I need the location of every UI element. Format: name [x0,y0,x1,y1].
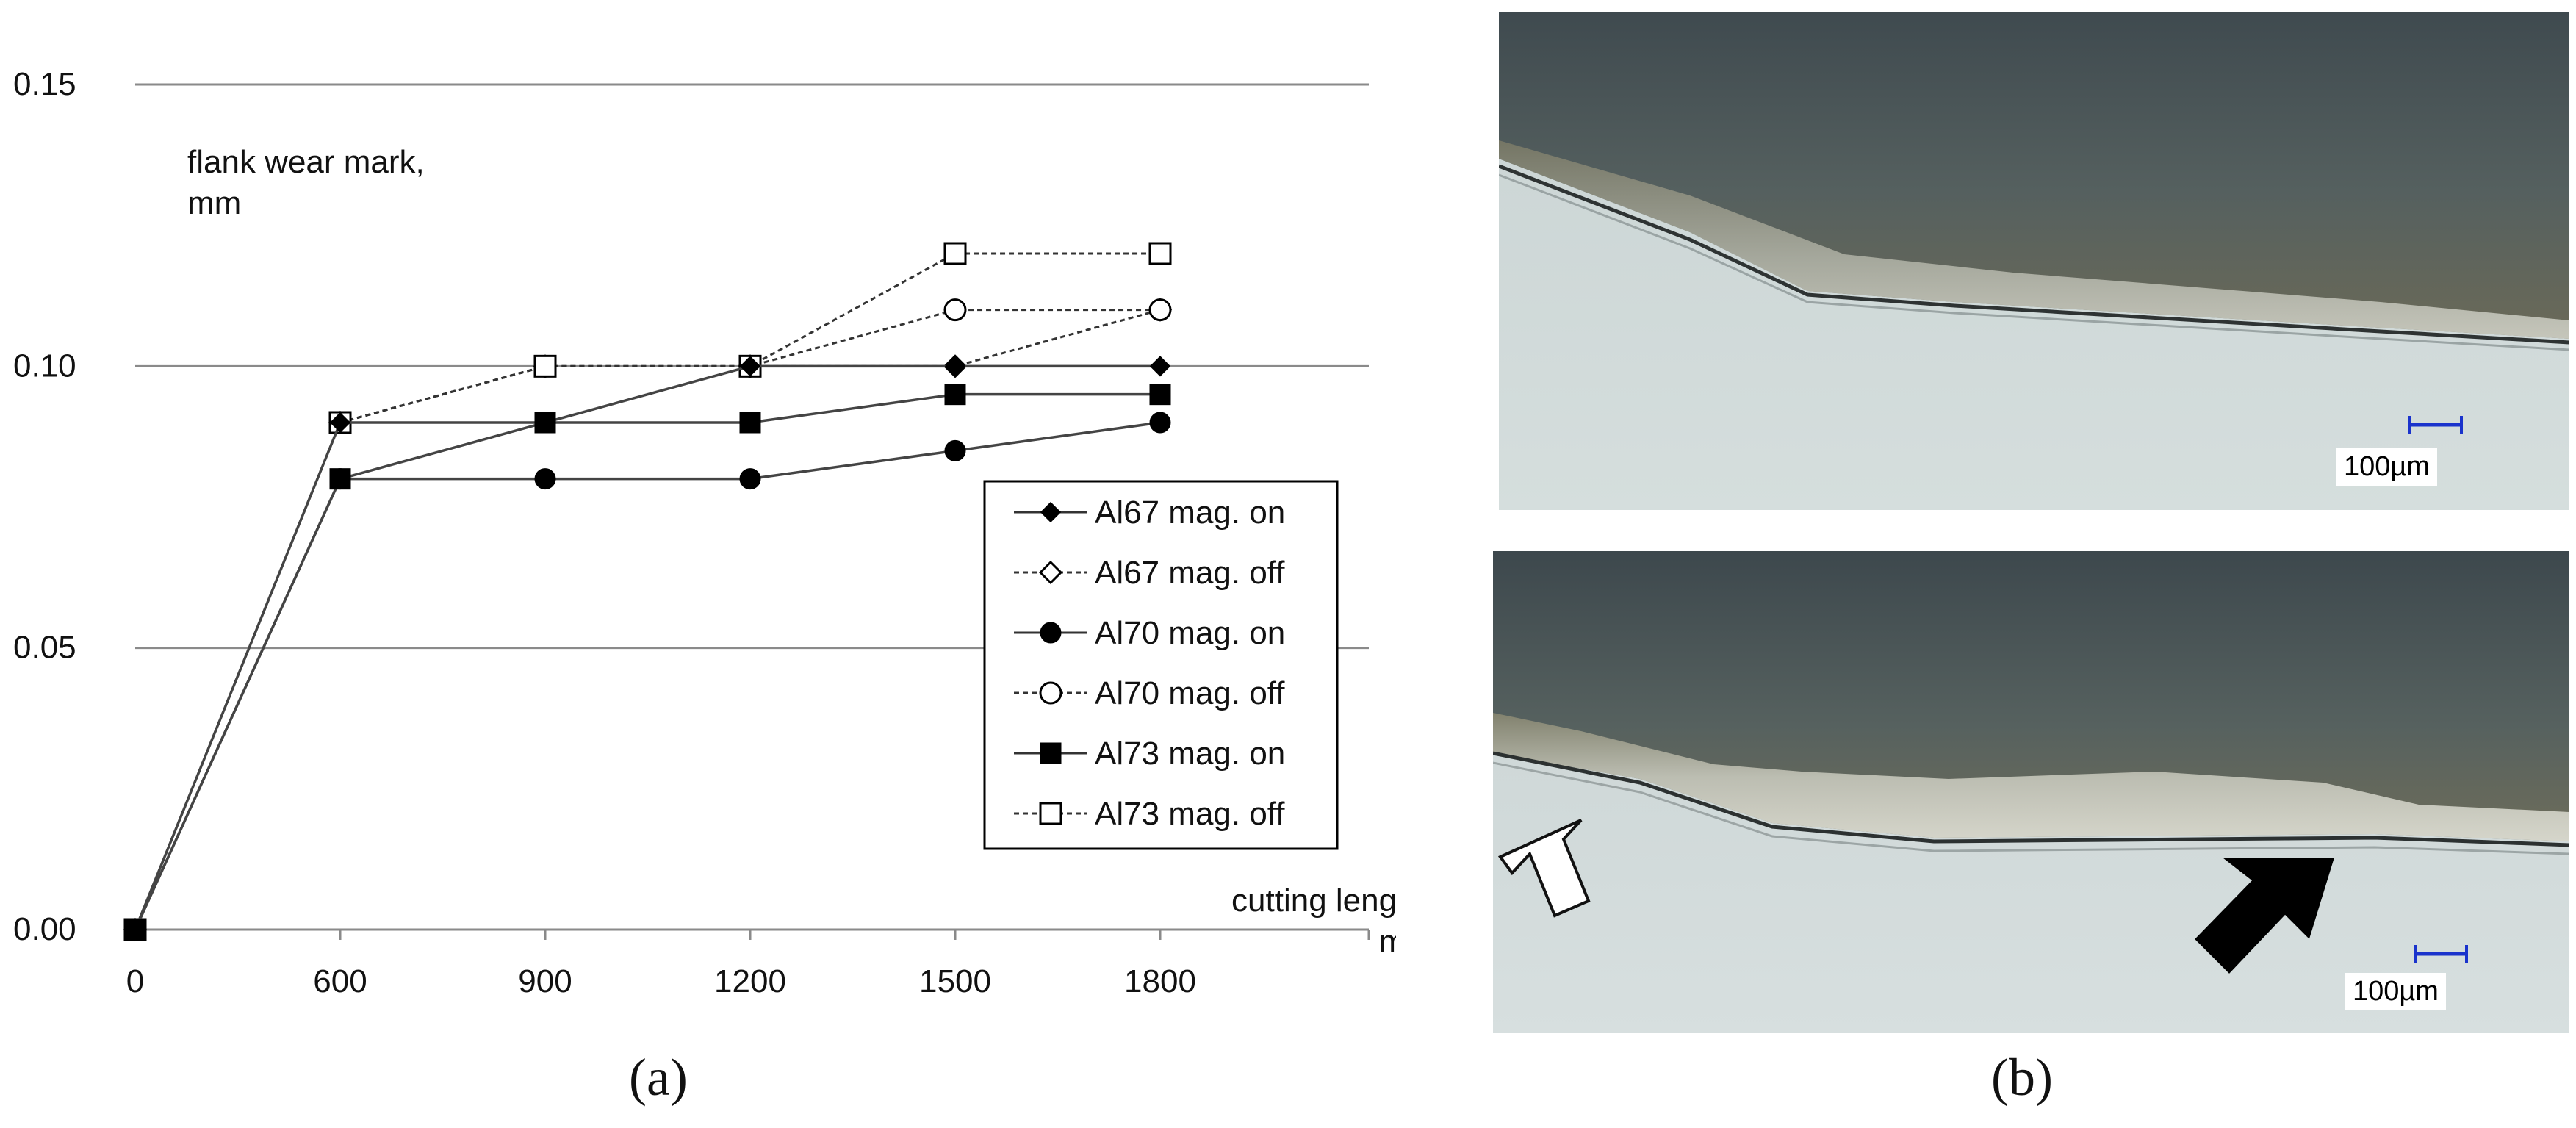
panel-label-b: (b) [1991,1048,2053,1107]
legend-entry: Al70 mag. on [1014,615,1285,651]
data-marker [1040,622,1062,644]
chart-legend: Al67 mag. on Al67 mag. off Al70 mag. on Al7… [983,480,1339,850]
white-arrow-icon [1497,819,1591,918]
data-marker [944,356,966,377]
scale-bar-label-top: 100µm [2336,448,2437,486]
data-marker [944,439,966,461]
data-marker [739,356,761,377]
series-line [134,309,1160,930]
legend-label: Al73 mag. off [1095,796,1285,832]
data-marker [1149,384,1171,406]
data-marker [943,298,967,322]
series-line [134,392,1160,930]
legend-label: Al70 mag. on [1095,615,1285,651]
legend-box [983,480,1339,850]
x-tick-label: 600 [313,963,367,999]
flank-wear-chart: 0.00 0.05 0.10 0.15 0 600 900 1200 1500 1800 flank… [13,66,1396,999]
legend-entry: Al73 mag. on [1014,736,1285,772]
data-marker [534,468,556,490]
x-axis-title: cutting length,mm [1231,883,1396,960]
legend-entry: Al73 mag. off [1014,796,1285,832]
series-al73-mag-on [124,384,1171,941]
y-tick-label: 0.10 [13,348,76,384]
data-marker [1149,412,1171,434]
data-marker [329,468,351,490]
x-tick-label: 1500 [919,963,991,999]
data-marker [943,242,967,265]
micrograph-top-image [1499,12,2569,510]
legend-label: Al70 mag. off [1095,675,1285,711]
data-marker [1040,742,1062,764]
y-axis-title: flank wear mark, mm [187,144,425,221]
x-tick-label: 0 [126,963,144,999]
data-marker [1148,242,1172,265]
data-marker [1148,298,1172,322]
legend-entry: Al70 mag. off [1014,675,1285,711]
micrograph-bottom-image [1493,551,2569,1033]
x-tick-label: 1200 [714,963,786,999]
y-tick-label: 0.00 [13,911,76,947]
series-line [134,364,1160,930]
micrograph-magnetic-off: 100µm [1493,551,2569,1033]
x-tick-label: 900 [518,963,572,999]
legend-entry: Al67 mag. on [1014,495,1285,531]
legend-entry: Al67 mag. off [1014,555,1285,591]
data-marker [1040,501,1062,523]
data-marker [739,412,761,434]
micrograph-magnetic-on: 100µm [1499,12,2569,510]
data-marker [533,354,557,378]
data-marker [1149,356,1171,377]
black-arrow-icon [2195,858,2334,974]
data-marker [534,412,556,434]
legend-label: Al67 mag. on [1095,495,1285,531]
data-marker [124,919,146,941]
panel-label-a: (a) [629,1048,688,1107]
data-marker [329,412,351,434]
chart-series [123,242,1173,942]
y-tick-label: 0.05 [13,630,76,666]
data-marker [944,384,966,406]
legend-label: Al73 mag. on [1095,736,1285,772]
data-marker [739,468,761,490]
data-marker [1039,681,1062,705]
x-tick-label: 1800 [1124,963,1196,999]
legend-label: Al67 mag. off [1095,555,1285,591]
y-tick-label: 0.15 [13,66,76,102]
data-marker [1039,802,1062,825]
data-marker [1038,560,1063,585]
scale-bar-label-bottom: 100µm [2345,973,2446,1010]
chart-axes: 0.00 0.05 0.10 0.15 0 600 900 1200 1500 1800 flank… [13,66,1396,999]
